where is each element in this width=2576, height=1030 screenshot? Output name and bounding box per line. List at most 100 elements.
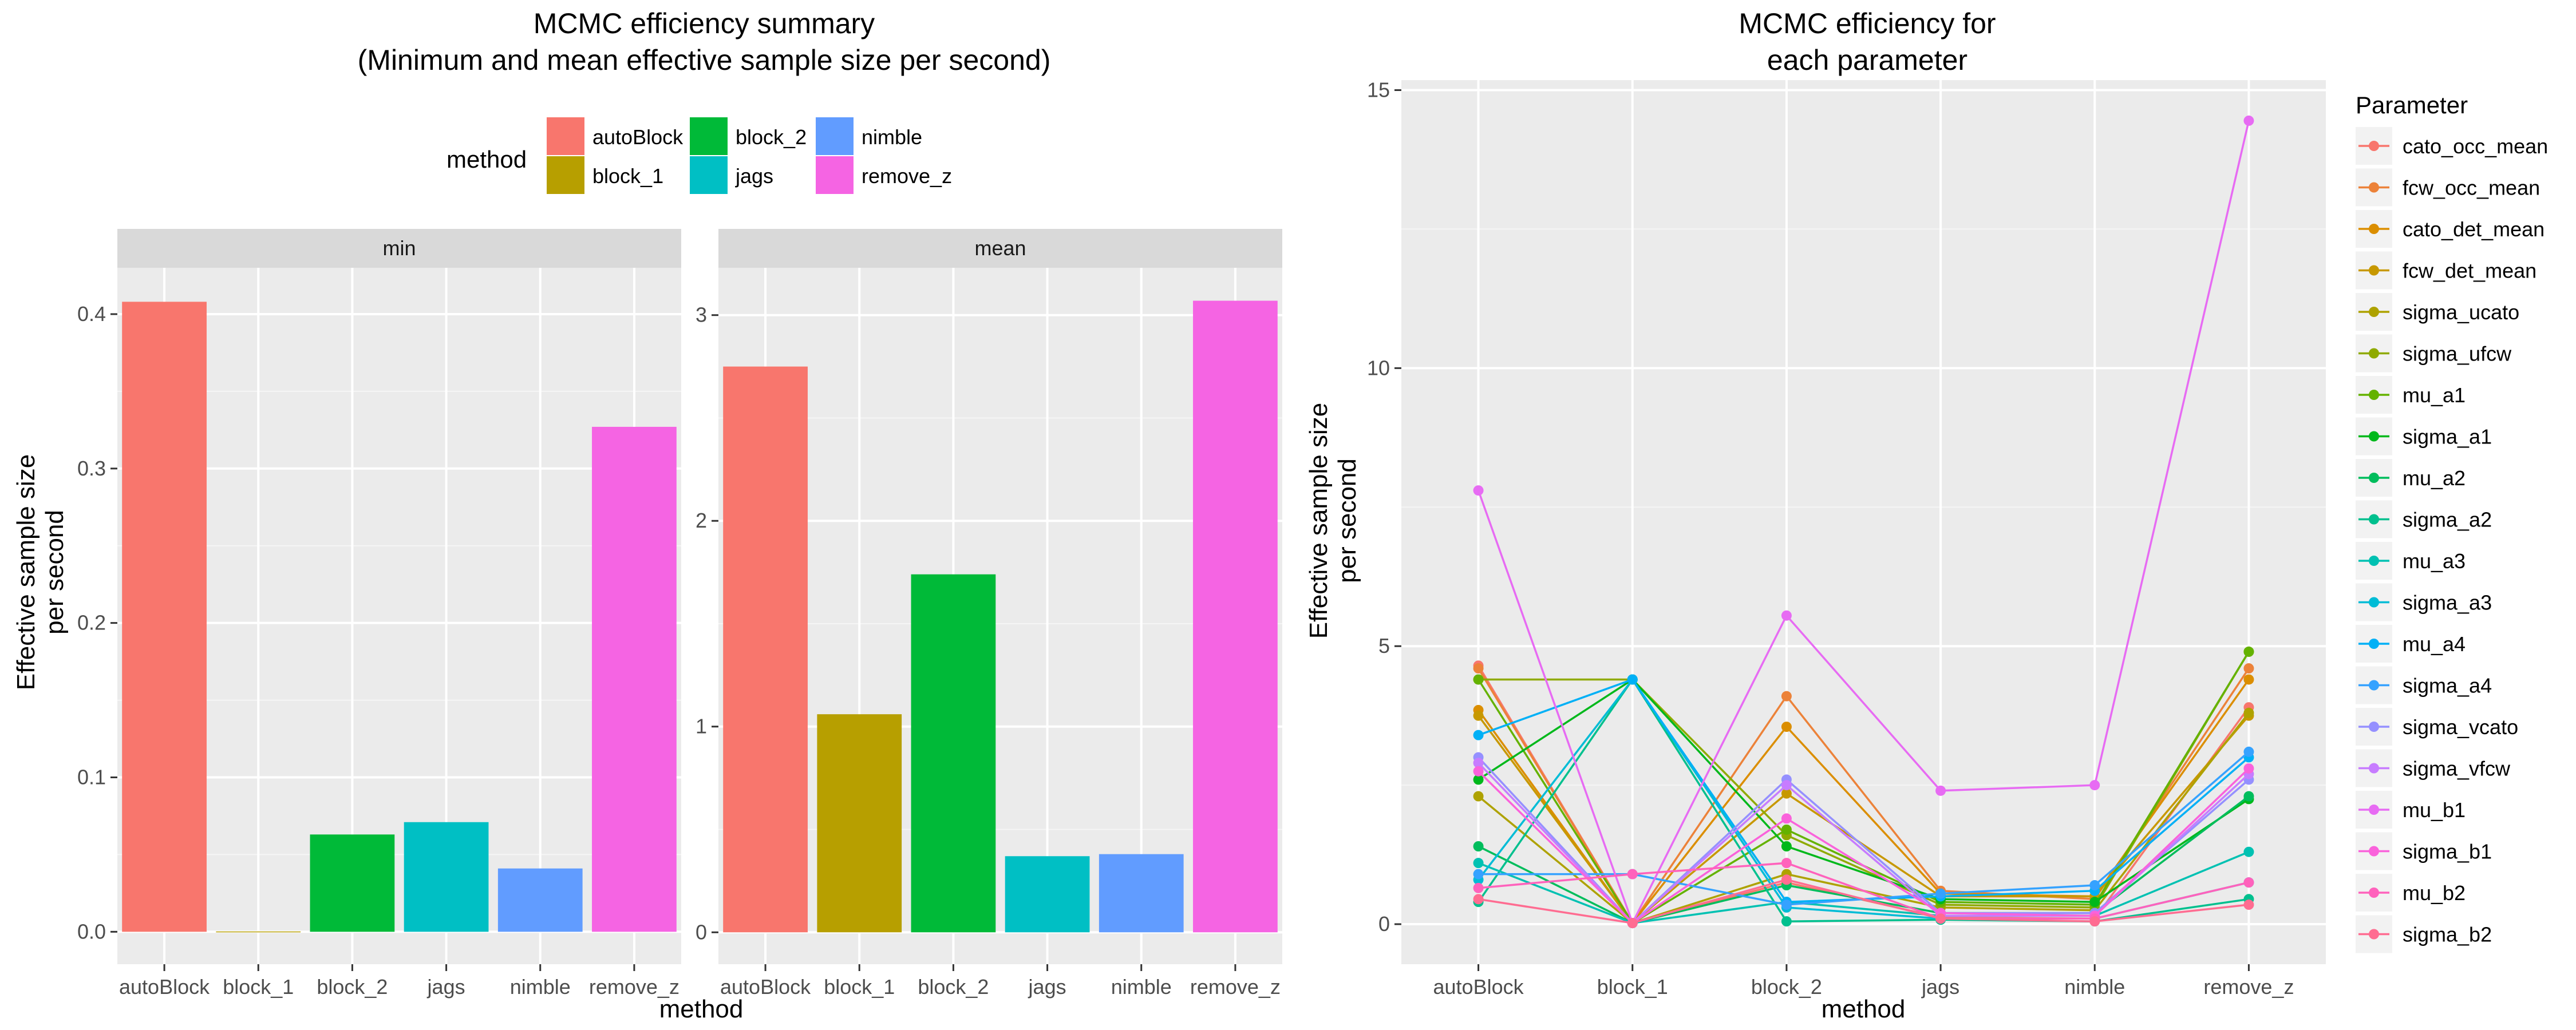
x-tick-label: nimble [510,975,571,999]
legend-key-point-mu_a1 [2369,390,2379,400]
point-sigma_a1-block_2 [1781,841,1792,851]
facet-min: min 0.0 0.1 0.2 0.3 0.4 autoBlock block_1 block_… [77,229,681,999]
point-sigma_b1-remove_z [2243,763,2254,774]
legend-label-mu_a4: mu_a4 [2403,632,2466,656]
point-sigma_b2-nimble [2089,916,2100,927]
facet-strip-label-mean: mean [974,236,1026,260]
bar-mean-nimble [1099,854,1184,933]
point-sigma_ucato-autoBlock [1473,791,1484,802]
point-sigma_a1-autoBlock [1473,774,1484,785]
legend-title: Parameter [2356,92,2468,118]
parameter-legend: Parameter cato_occ_mean fcw_occ_mean cato_… [2356,92,2548,953]
y-tick-label: 0 [1378,912,1390,936]
point-sigma_vfcw-autoBlock [1473,758,1484,768]
point-sigma_b2-autoBlock [1473,894,1484,905]
point-sigma_b2-block_1 [1627,918,1638,929]
legend-title: method [447,146,527,173]
x-tick-label: nimble [2064,975,2125,999]
legend-key-point-fcw_det_mean [2369,265,2379,276]
x-tick-label: jags [1921,975,1959,999]
point-mu_b2-block_2 [1781,858,1792,869]
x-tick-label: jags [427,975,465,999]
facet-strip-min [117,229,681,268]
legend-label-mu_a1: mu_a1 [2403,383,2466,407]
legend-label-cato_det_mean: cato_det_mean [2403,217,2545,241]
legend-key-point-cato_det_mean [2369,224,2379,234]
point-sigma_a4-remove_z [2243,746,2254,757]
bar-min-remove_z [592,426,677,932]
legend-label-remove_z: remove_z [862,164,952,188]
x-tick-label: block_2 [918,975,989,999]
legend-key-point-cato_occ_mean [2369,141,2379,151]
legend-swatch-block_2 [690,117,728,155]
y-tick-label: 1 [696,715,707,738]
legend-label-fcw_det_mean: fcw_det_mean [2403,259,2537,283]
point-sigma_a1-nimble [2089,897,2100,908]
legend-label-mu_b2: mu_b2 [2403,881,2466,905]
x-tick-label: remove_z [1190,975,1281,999]
x-tick-label: autoBlock [119,975,210,999]
legend-label-sigma_a3: sigma_a3 [2403,591,2492,615]
point-sigma_a4-jags [1935,888,1946,899]
legend-label-sigma_ufcw: sigma_ufcw [2403,342,2512,366]
point-sigma_a2-block_2 [1781,916,1792,927]
series-line-mu_a3 [1477,851,2250,924]
legend-key-point-sigma_a3 [2369,597,2379,608]
facet-strip-label-min: min [382,236,416,260]
legend-label-sigma_b1: sigma_b1 [2403,840,2492,863]
legend-label-sigma_a1: sigma_a1 [2403,425,2492,449]
legend-key-point-sigma_vfcw [2369,763,2379,774]
series-sigma_b2 [1473,874,2254,929]
right-x-axis-label: method [1822,995,1906,1023]
legend-swatch-block_1 [547,156,584,194]
point-sigma_a4-nimble [2089,880,2100,891]
x-tick-label: autoBlock [1433,975,1524,999]
left-chart-title-line-1: MCMC efficiency summary [534,7,875,39]
point-mu_a1-autoBlock [1473,674,1484,685]
y-tick-label: 3 [696,303,707,327]
legend-key-point-sigma_a1 [2369,431,2379,442]
x-tick-label: block_2 [317,975,388,999]
legend-label-jags: jags [735,164,773,188]
legend-swatch-jags [690,156,728,194]
bar-mean-block_1 [817,714,902,933]
point-sigma_ucato-remove_z [2243,707,2254,718]
legend-label-mu_a2: mu_a2 [2403,466,2466,490]
legend-label-nimble: nimble [862,125,922,149]
point-mu_a4-block_1 [1627,674,1638,685]
legend-label-autoBlock: autoBlock [592,125,683,149]
x-tick-label: remove_z [2203,975,2294,999]
point-mu_b1-nimble [2089,780,2100,791]
point-mu_a3-autoBlock [1473,858,1484,869]
bar-mean-block_2 [911,574,996,933]
series-line-sigma_ufcw [1478,651,2250,909]
left-y-axis-label-line-1: Effective sample size [12,454,40,690]
legend-label-mu_b1: mu_b1 [2403,798,2466,822]
bar-min-jags [404,822,489,932]
legend-label-fcw_occ_mean: fcw_occ_mean [2403,176,2540,200]
point-fcw_det_mean-autoBlock [1473,710,1484,721]
point-mu_a2-autoBlock [1473,841,1484,851]
legend-label-sigma_a4: sigma_a4 [2403,674,2492,698]
right-y-axis-label-line-2: per second [1333,458,1361,583]
legend-label-sigma_b2: sigma_b2 [2403,923,2492,946]
series-line-sigma_a1 [1477,678,2250,903]
right-grid [1401,80,2326,964]
series-lines [1473,115,2254,929]
right-chart-title-line-1: MCMC efficiency for [1739,7,1996,39]
legend-swatch-nimble [816,117,854,155]
right-chart-title-line-2: each parameter [1767,44,1967,76]
point-fcw_occ_mean-remove_z [2243,663,2254,674]
x-tick-label: block_1 [824,975,895,999]
bar-mean-jags [1005,856,1090,933]
x-tick-label: remove_z [589,975,679,999]
y-tick-label: 0.1 [77,765,106,789]
point-mu_b1-jags [1935,785,1946,796]
y-tick-label: 15 [1367,78,1390,101]
point-mu_b1-block_2 [1781,610,1792,621]
series-line-sigma_b2 [1478,878,2249,924]
legend-key-point-mu_a4 [2369,639,2379,649]
legend-key-point-sigma_vcato [2369,722,2379,732]
